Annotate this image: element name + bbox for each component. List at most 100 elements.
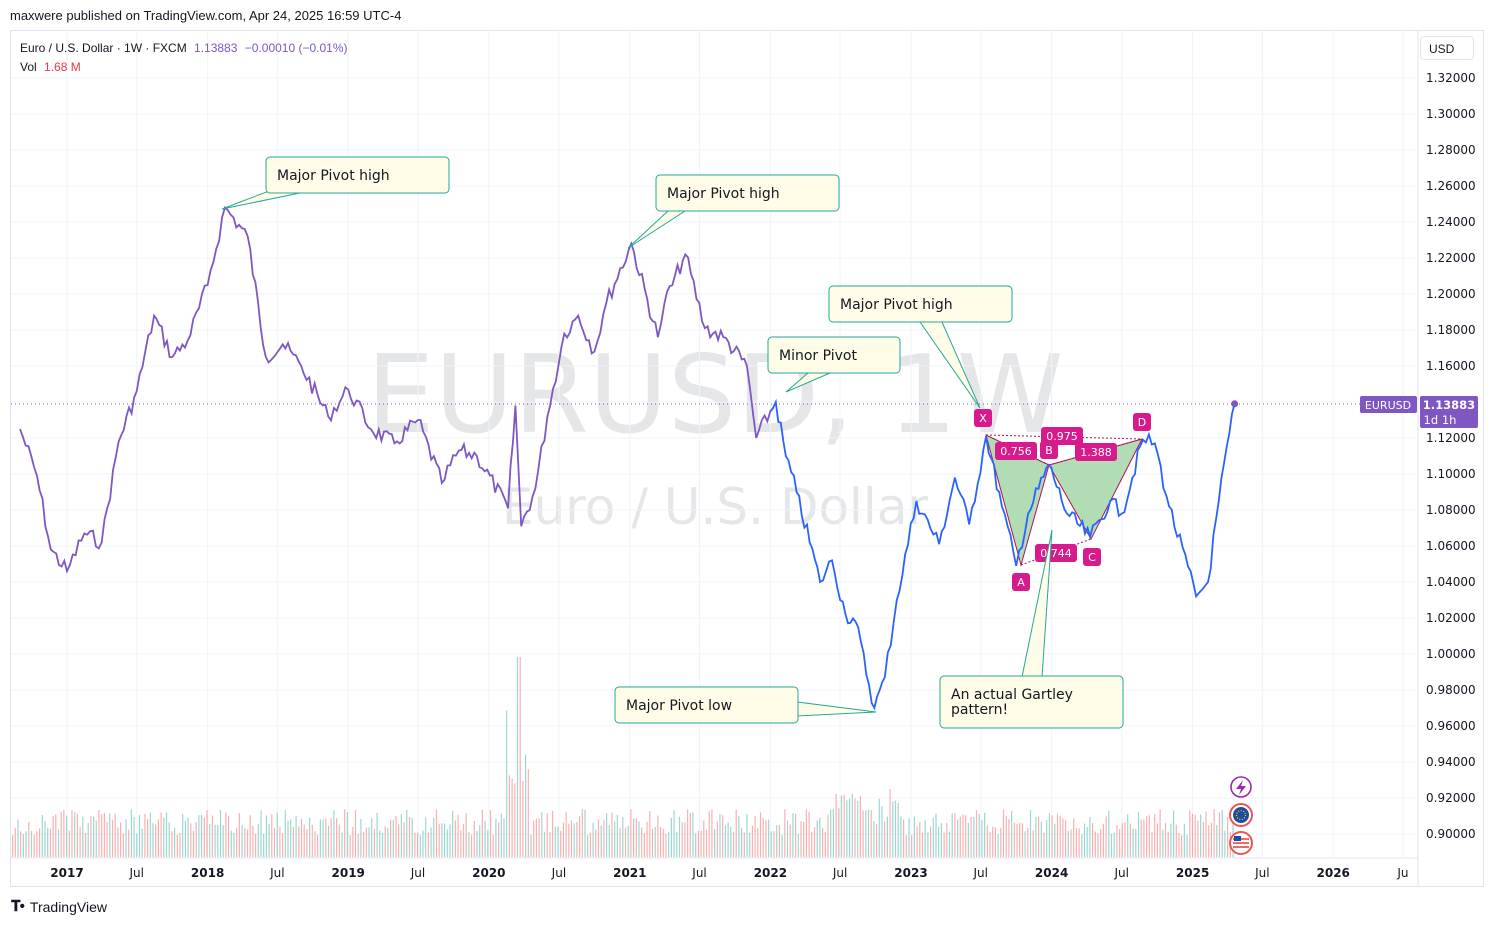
callout-major-pivot-high-3[interactable]: Major Pivot high	[828, 285, 1013, 409]
callout-major-pivot-high-1[interactable]: Major Pivot high	[221, 156, 450, 210]
time-tick-label: 2021	[613, 866, 646, 880]
svg-text:C: C	[1088, 551, 1096, 564]
svg-text:An actual Gartley: An actual Gartley	[951, 687, 1073, 703]
pattern-point-x[interactable]: X	[974, 409, 992, 427]
svg-text:Major Pivot high: Major Pivot high	[840, 297, 953, 313]
time-tick-label: Jul	[410, 866, 425, 880]
pattern-point-a[interactable]: A	[1012, 573, 1030, 591]
svg-text:1.388: 1.388	[1080, 446, 1112, 459]
ratio-label-bcd: 1.388	[1075, 443, 1117, 461]
svg-text:B: B	[1045, 444, 1053, 457]
price-tick-label: 1.12000	[1426, 431, 1476, 445]
chart-frame[interactable]	[10, 30, 1484, 887]
price-line-early	[19, 205, 774, 574]
price-grid	[11, 30, 1419, 887]
svg-text:pattern!: pattern!	[951, 702, 1008, 718]
svg-text:0.744: 0.744	[1040, 547, 1072, 560]
us-flag-event-icon[interactable]	[1229, 831, 1253, 855]
callout-gartley[interactable]: An actual Gartley pattern!	[939, 529, 1124, 729]
svg-text:X: X	[979, 412, 987, 425]
tradingview-logo[interactable]: 𝐓• TradingView	[11, 898, 107, 915]
symbol-title[interactable]: Euro / U.S. Dollar · 1W · FXCM	[20, 41, 187, 55]
svg-text:1d 1h: 1d 1h	[1424, 413, 1457, 427]
price-tick-label: 1.18000	[1426, 323, 1476, 337]
price-tick-label: 1.02000	[1426, 611, 1476, 625]
legend-price: 1.13883	[194, 41, 238, 55]
time-tick-label: 2025	[1176, 866, 1209, 880]
svg-text:Major Pivot high: Major Pivot high	[667, 186, 780, 202]
svg-text:1.13883: 1.13883	[1423, 398, 1475, 412]
time-tick-label: Jul	[269, 866, 284, 880]
time-axis[interactable]: 2017 Jul 2018 Jul 2019 Jul 2020 Jul 2021 Jul 2022 J…	[50, 866, 1408, 880]
pattern-point-b[interactable]: B	[1040, 441, 1058, 459]
price-line-late	[769, 398, 1236, 711]
price-tick-label: 1.00000	[1426, 647, 1476, 661]
time-tick-label: 2017	[50, 866, 83, 880]
time-tick-label: 2023	[894, 866, 927, 880]
price-tick-label: 1.32000	[1426, 71, 1476, 85]
time-tick-label: Jul	[972, 866, 987, 880]
price-tick-label: 1.24000	[1426, 215, 1476, 229]
volume-label[interactable]: Vol	[20, 60, 37, 74]
svg-text:0.756: 0.756	[1000, 445, 1032, 458]
time-tick-label: Jul	[128, 866, 143, 880]
volume-value: 1.68 M	[44, 60, 81, 74]
tradingview-logo-icon: 𝐓•	[11, 898, 25, 915]
price-tick-label: 1.06000	[1426, 539, 1476, 553]
price-tick-label: 0.96000	[1426, 719, 1476, 733]
price-tick-label: 1.28000	[1426, 143, 1476, 157]
callout-major-pivot-low[interactable]: Major Pivot low	[614, 686, 877, 724]
watermark-description: Euro / U.S. Dollar	[502, 478, 928, 536]
time-tick-label: Jul	[1254, 866, 1269, 880]
time-tick-label: 2020	[472, 866, 505, 880]
price-tick-label: 0.92000	[1426, 791, 1476, 805]
time-tick-label: 2026	[1317, 866, 1350, 880]
price-tick-label: 1.20000	[1426, 287, 1476, 301]
price-tick-label: 1.26000	[1426, 179, 1476, 193]
legend-change: −0.00010 (−0.01%)	[244, 41, 348, 55]
svg-text:0.975: 0.975	[1046, 430, 1078, 443]
time-tick-label: 2022	[754, 866, 787, 880]
watermark-symbol: EURUSD, 1W	[366, 333, 1063, 458]
price-tick-label: 1.04000	[1426, 575, 1476, 589]
price-tick-label: 1.22000	[1426, 251, 1476, 265]
time-tick-label: Ju	[1396, 866, 1408, 880]
svg-text:Major Pivot high: Major Pivot high	[277, 168, 390, 184]
svg-text:Minor Pivot: Minor Pivot	[779, 348, 857, 364]
time-tick-label: 2019	[332, 866, 365, 880]
price-tick-label: 0.90000	[1426, 827, 1476, 841]
currency-button[interactable]: USD	[1420, 36, 1474, 60]
ratio-label-xad: 0.744	[1035, 544, 1077, 562]
price-axis-current-label: EURUSD 1.13883 1d 1h	[1360, 396, 1478, 428]
ratio-label-xab: 0.756	[995, 442, 1037, 460]
price-tick-label: 0.94000	[1426, 755, 1476, 769]
svg-text:Major Pivot low: Major Pivot low	[626, 698, 732, 714]
flash-event-icon[interactable]	[1230, 776, 1252, 798]
price-tick-label: 0.98000	[1426, 683, 1476, 697]
svg-text:A: A	[1017, 576, 1025, 589]
ratio-label-abc: 0.975	[1041, 427, 1083, 445]
tradingview-brand: TradingView	[29, 898, 107, 915]
price-tick-label: 1.08000	[1426, 503, 1476, 517]
callout-major-pivot-high-2[interactable]: Major Pivot high	[627, 174, 840, 249]
callout-minor-pivot[interactable]: Minor Pivot	[767, 336, 901, 393]
publisher-line: maxwere published on TradingView.com, Ap…	[10, 8, 402, 23]
last-price-dot	[1231, 400, 1239, 408]
svg-text:D: D	[1138, 416, 1146, 429]
chart-legend: Euro / U.S. Dollar · 1W · FXCM 1.13883 −…	[20, 39, 348, 77]
pattern-point-c[interactable]: C	[1083, 548, 1101, 566]
time-tick-label: 2024	[1035, 866, 1068, 880]
svg-text:EURUSD: EURUSD	[1365, 399, 1411, 412]
price-tick-label: 1.10000	[1426, 467, 1476, 481]
pattern-point-d[interactable]: D	[1133, 413, 1151, 431]
price-axis[interactable]: 1.32000 1.30000 1.28000 1.26000 1.24000 1.220…	[1426, 71, 1476, 841]
time-tick-label: Jul	[832, 866, 847, 880]
price-tick-label: 1.16000	[1426, 359, 1476, 373]
eu-flag-event-icon[interactable]	[1229, 803, 1253, 827]
time-tick-label: 2018	[191, 866, 224, 880]
time-tick-label: Jul	[551, 866, 566, 880]
price-tick-label: 1.30000	[1426, 107, 1476, 121]
time-tick-label: Jul	[691, 866, 706, 880]
time-tick-label: Jul	[1113, 866, 1128, 880]
